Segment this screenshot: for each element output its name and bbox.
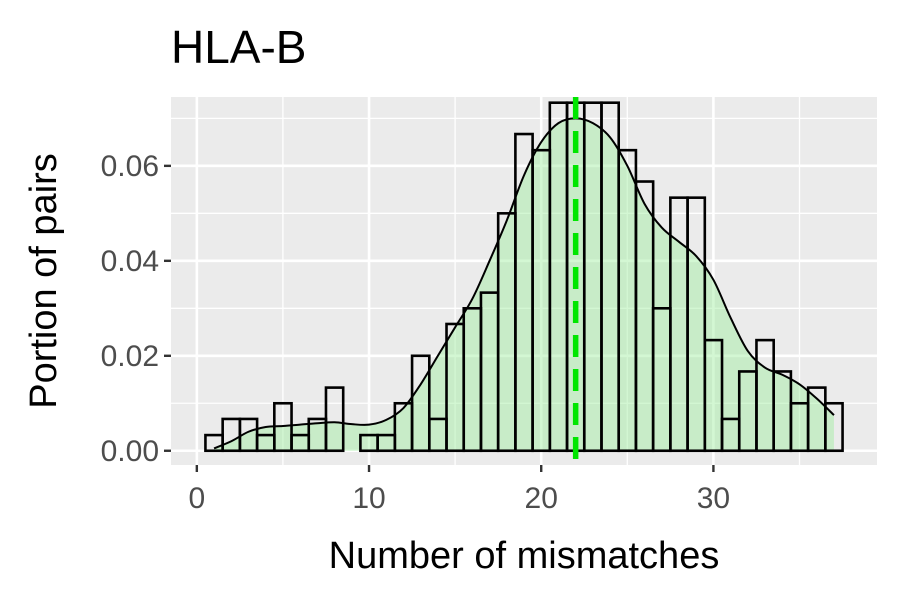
histogram-bar [772,370,793,453]
histogram-bar [324,386,345,453]
histogram-bar [617,148,638,453]
y-tick-label: 0.02 [101,340,159,373]
histogram-bar [496,212,517,453]
histogram-bar [548,101,569,453]
histogram-bar [789,401,810,453]
x-axis-title: Number of mismatches [329,535,720,577]
histogram-bar [290,433,311,453]
histogram-bar [462,307,483,453]
y-tick-label: 0.04 [101,245,159,278]
histogram-bar [479,291,500,453]
histogram-bar [359,433,379,453]
y-tick-label: 0.00 [101,435,159,468]
histogram-bar [445,322,466,453]
histogram-bar [703,338,724,453]
histogram-bar [376,433,397,453]
x-tick-label: 20 [525,482,558,515]
histogram-bar [737,370,758,453]
histogram-bar [255,433,276,453]
density-area [214,118,834,451]
density-area-layer [214,118,834,451]
histogram-bar [669,196,689,453]
histogram-bar [720,417,741,453]
density-line [213,117,835,450]
histogram-bar [531,148,552,453]
histogram-bar [651,307,672,453]
histogram-bar [806,386,827,453]
histogram-bar [634,180,655,453]
histogram-bar [686,196,707,453]
density-line-layer [213,117,835,450]
histogram-bar [824,401,844,453]
histogram-bar [427,417,448,453]
histogram-bar [582,101,603,453]
major-gridlines [171,97,877,465]
histogram-bar [410,354,431,453]
y-tick-label: 0.06 [101,150,159,183]
histogram-bar [514,132,534,453]
histogram-bar [204,433,224,453]
x-tick-label: 0 [188,482,205,515]
x-tick-label: 10 [352,482,385,515]
y-axis-title: Portion of pairs [23,153,65,409]
histogram-bars [204,101,844,453]
histogram-bar [221,417,242,453]
chart-title: HLA-B [171,21,306,73]
histogram-bar [393,401,414,453]
minor-gridlines [171,97,877,465]
histogram-bar [600,101,621,453]
y-axis: 0.00 0.02 0.04 0.06 [101,150,171,468]
x-tick-label: 30 [697,482,730,515]
x-axis: 0 10 20 30 [188,465,730,515]
histogram-bar [755,338,775,453]
